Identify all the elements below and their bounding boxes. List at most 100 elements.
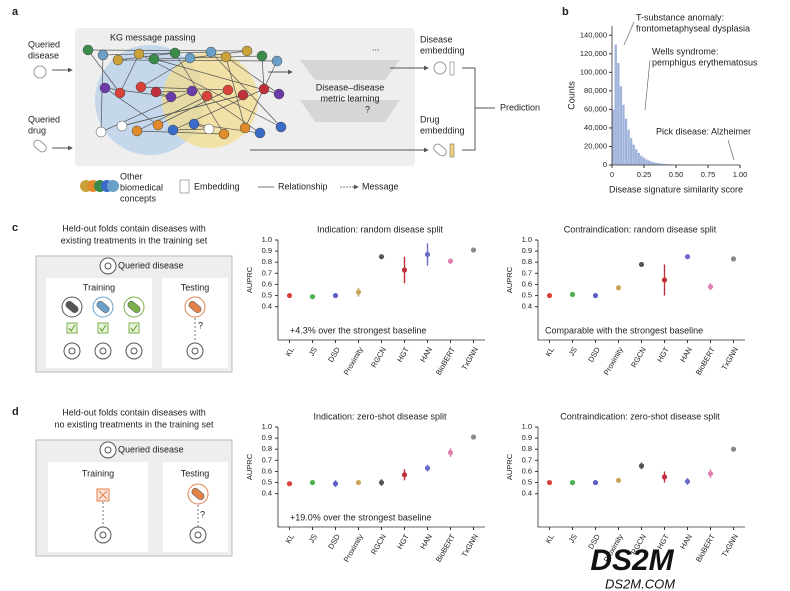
node (218, 128, 230, 140)
y-tick-label: 0.9 (262, 433, 272, 442)
y-tick-label: 0.7 (262, 455, 272, 464)
disease-icon (130, 347, 138, 355)
chart-title: Indication: random disease split (317, 224, 444, 234)
dot (286, 481, 293, 487)
more: ... (372, 42, 380, 52)
dot (286, 292, 293, 299)
disease-icon (94, 342, 112, 360)
dot (707, 284, 714, 290)
y-label: Counts (566, 81, 576, 110)
queried-disease: Queried (28, 39, 60, 49)
hist-bar (645, 159, 648, 165)
disease-icon (194, 531, 202, 539)
dot (546, 479, 553, 486)
x-tick-label: BioBERT (434, 345, 457, 376)
unknown: ? (200, 509, 205, 519)
x-tick-label: BioBERT (694, 345, 717, 376)
check (68, 324, 76, 332)
node (222, 84, 234, 96)
caption: no existing treatments in the training s… (54, 419, 214, 429)
embedding-icon (449, 61, 455, 76)
y-label: AUPRC (245, 453, 254, 480)
y-label: AUPRC (245, 266, 254, 293)
x-tick-label: DSD (326, 345, 342, 364)
node (116, 120, 128, 132)
dot (707, 471, 714, 477)
y-tick-label: 0.9 (522, 246, 532, 255)
queried-disease: disease (28, 50, 59, 60)
annotation: +19.0% over the strongest baseline (290, 512, 431, 522)
queried-drug: Queried (28, 114, 60, 124)
hist-bar (640, 155, 643, 165)
disease-icon (99, 257, 117, 275)
y-tick-label: 0.4 (522, 489, 532, 498)
annotation: frontometaphyseal dysplasia (636, 23, 750, 33)
x-tick-label: DSD (586, 345, 602, 364)
dot (309, 479, 316, 486)
edge (138, 53, 282, 128)
x-tick-label: JS (567, 345, 579, 357)
annotation-pointer (644, 59, 651, 111)
hist-bar (642, 157, 646, 165)
node (201, 90, 213, 102)
hist-bar (663, 163, 666, 165)
node (203, 123, 215, 135)
node (133, 48, 145, 60)
node (237, 89, 249, 101)
hist-bar (614, 44, 617, 165)
annotation: Comparable with the strongest baseline (545, 325, 703, 335)
node (169, 47, 181, 59)
queried: Queried disease (118, 444, 184, 454)
y-tick-label: 1.0 (522, 422, 532, 431)
dot (447, 449, 454, 456)
node (186, 85, 198, 97)
y-tick-label: 40,000 (584, 123, 607, 132)
y-tick-label: 0.7 (262, 268, 272, 277)
hist-bar (624, 118, 628, 165)
y-tick-label: 0.8 (262, 257, 272, 266)
disease-icon (99, 441, 117, 459)
node (112, 54, 124, 66)
x-tick-label: 0.75 (701, 170, 716, 179)
y-tick-label: 0.8 (522, 257, 532, 266)
legend-text: concepts (120, 193, 157, 203)
node (275, 121, 287, 133)
caption: Held-out folds contain diseases with (62, 407, 206, 417)
dot (638, 261, 645, 268)
edge (100, 54, 104, 133)
x-tick-label: TxGNN (720, 345, 740, 371)
edge (172, 88, 265, 131)
y-tick-label: 0.5 (262, 478, 272, 487)
y-tick-label: 0.5 (262, 291, 272, 300)
node (271, 55, 283, 67)
training: Training (82, 468, 114, 478)
y-tick-label: 1.0 (262, 235, 272, 244)
unknown: ? (365, 104, 370, 114)
x-tick-label: Proximity (342, 532, 365, 563)
x-tick-label: BioBERT (694, 532, 717, 563)
x-tick-label: HGT (395, 532, 411, 551)
pill (188, 301, 202, 313)
y-tick-label: 0.4 (522, 302, 532, 311)
check (97, 322, 109, 334)
annotation: pemphigus erythematosus (652, 57, 758, 67)
y-tick-label: 0 (603, 160, 607, 169)
disease-icon (33, 65, 47, 79)
hist-bar (619, 86, 623, 165)
y-tick-label: 120,000 (580, 49, 607, 58)
edge (117, 52, 176, 61)
dot (569, 291, 576, 298)
node (258, 83, 270, 95)
bracket (462, 67, 495, 151)
node (148, 53, 160, 65)
disease-icon (94, 526, 112, 544)
node (167, 124, 179, 136)
disease-embedding: Disease (420, 34, 453, 44)
y-label: AUPRC (505, 266, 514, 293)
y-tick-label: 140,000 (580, 30, 607, 39)
chart-title: Contraindication: random disease split (564, 224, 717, 234)
panel-label: c (12, 222, 18, 234)
chart-title: Indication: zero-shot disease split (313, 411, 447, 421)
hist-bar (655, 162, 658, 165)
y-tick-label: 0.6 (262, 466, 272, 475)
